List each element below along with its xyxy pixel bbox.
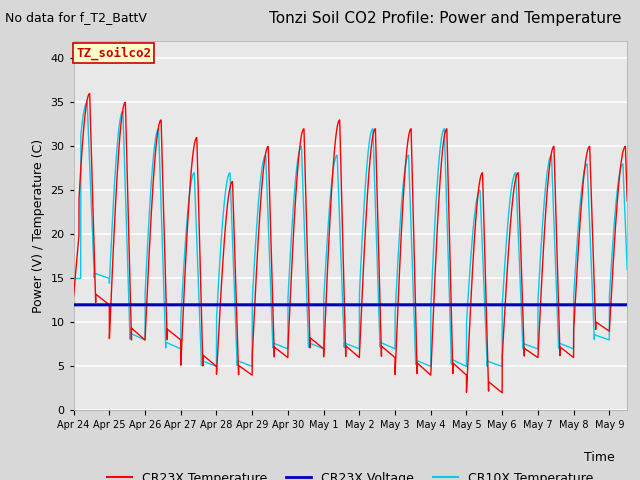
Text: TZ_soilco2: TZ_soilco2 xyxy=(76,47,152,60)
Legend: CR23X Temperature, CR23X Voltage, CR10X Temperature: CR23X Temperature, CR23X Voltage, CR10X … xyxy=(102,467,598,480)
Y-axis label: Power (V) / Temperature (C): Power (V) / Temperature (C) xyxy=(32,139,45,312)
Text: No data for f_T2_BattV: No data for f_T2_BattV xyxy=(5,11,147,24)
Text: Time: Time xyxy=(584,451,614,464)
Text: Tonzi Soil CO2 Profile: Power and Temperature: Tonzi Soil CO2 Profile: Power and Temper… xyxy=(269,11,621,25)
